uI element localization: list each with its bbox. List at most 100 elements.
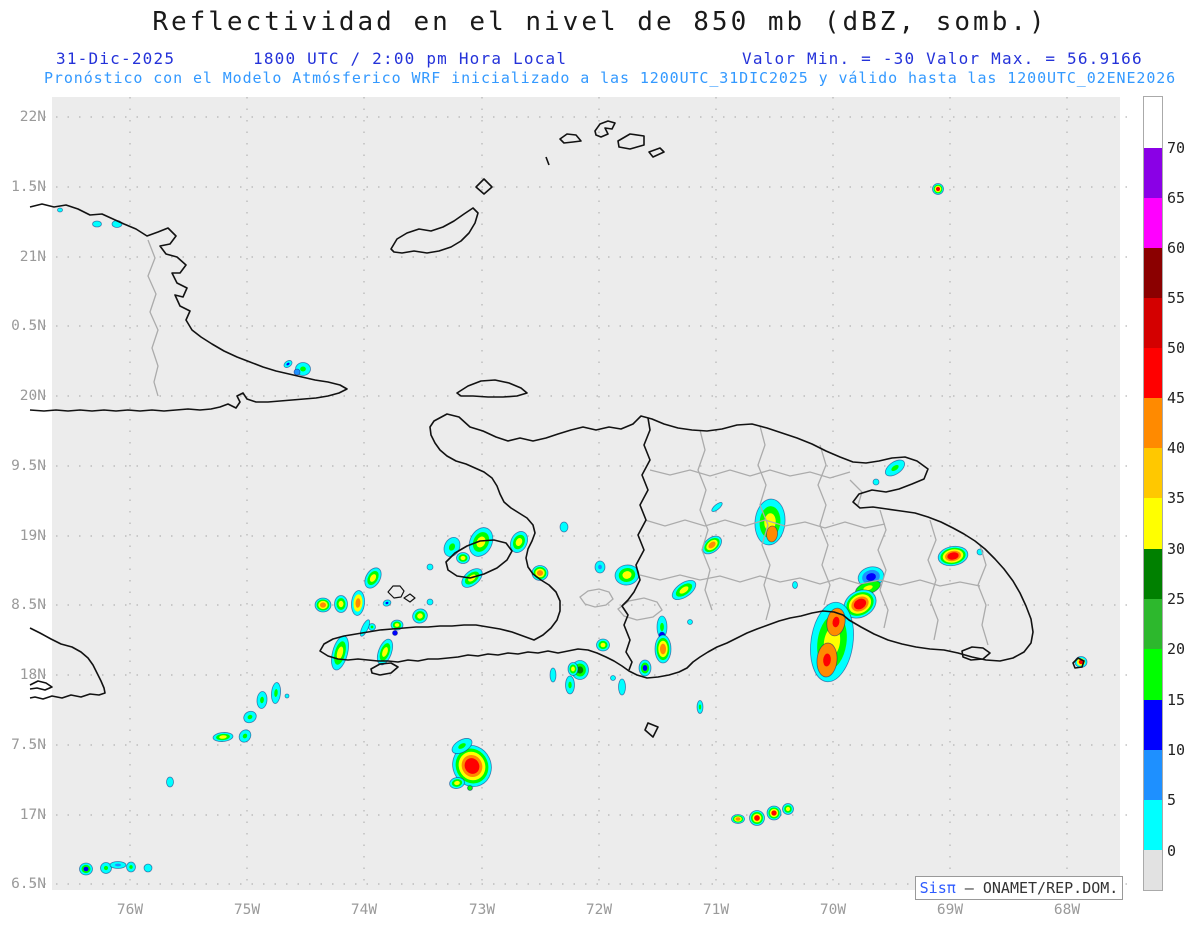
radar-cell-ring <box>559 521 569 533</box>
radar-cell-ring <box>300 366 306 372</box>
radar-cell-ring <box>568 681 572 689</box>
radar-cell-ring <box>286 362 290 366</box>
radar-cell <box>687 619 693 625</box>
radar-cell <box>656 615 668 639</box>
branding-sis: Sis <box>919 879 947 897</box>
model-domain-background <box>52 97 1120 890</box>
radar-cell <box>567 662 579 676</box>
radar-cell <box>618 678 626 696</box>
radar-cell-ring <box>679 586 689 594</box>
island-sliver <box>648 147 665 158</box>
y-tick-label: 8.5N <box>11 597 46 613</box>
coast-jamaica-spit <box>29 680 53 691</box>
y-tick-label: 17N <box>19 807 46 823</box>
colorbar-tick-label: 55 <box>1167 289 1186 307</box>
radar-cell <box>468 527 494 557</box>
radar-cell-ring <box>464 758 480 774</box>
radar-cell-ring <box>336 646 344 660</box>
radar-cell <box>284 693 290 699</box>
radar-cell <box>792 581 798 589</box>
island-beata <box>644 722 659 738</box>
radar-cell <box>696 700 704 714</box>
colorbar-segment <box>1144 498 1162 549</box>
colorbar-tick-label: 5 <box>1167 791 1177 809</box>
radar-cell <box>452 744 492 788</box>
colorbar-segment <box>1144 298 1162 348</box>
radar-cell <box>932 183 944 195</box>
radar-cell <box>238 729 252 743</box>
radar-cell-ring <box>467 785 473 791</box>
radar-cell-ring <box>935 186 941 192</box>
border-haiti-dr <box>621 417 651 671</box>
radar-cell-ring <box>866 573 876 581</box>
radar-cell-ring <box>711 502 723 512</box>
radar-cell <box>334 595 348 613</box>
radar-cell-ring <box>698 704 702 710</box>
colorbar-segment <box>1144 398 1162 448</box>
radar-cell-ring <box>853 598 867 610</box>
coast-cuba <box>29 203 348 412</box>
colorbar-segment <box>1144 248 1162 298</box>
radar-cell <box>390 619 404 631</box>
radar-cell-ring <box>687 619 693 625</box>
branding-box: Sisπ – ONAMET/REP.DOM. <box>915 876 1123 900</box>
radar-cell <box>654 634 672 664</box>
radar-cell <box>426 598 434 606</box>
branding-onamet: – ONAMET/REP.DOM. <box>955 879 1119 897</box>
radar-cell-ring <box>293 368 301 376</box>
radar-cell <box>549 667 557 683</box>
radar-cell-ring <box>610 675 616 681</box>
radar-cell-ring <box>114 863 122 867</box>
radar-cell-ring <box>166 776 174 788</box>
radar-cell <box>451 738 473 754</box>
radar-cell-ring <box>771 810 777 816</box>
radar-cell <box>614 564 640 586</box>
radar-cell <box>243 710 257 724</box>
x-tick-label: 71W <box>702 902 730 918</box>
radar-cell-ring <box>385 601 389 605</box>
radar-cell <box>57 207 63 213</box>
colorbar-segment <box>1144 348 1162 398</box>
radar-cell <box>816 642 838 678</box>
radar-cell <box>293 368 301 376</box>
radar-cell-ring <box>460 555 466 561</box>
colorbar-segment <box>1144 198 1162 248</box>
radar-cell-ring <box>708 541 716 549</box>
radar-cell <box>92 220 102 228</box>
radar-cell-ring <box>355 598 361 608</box>
radar-cell-ring <box>392 630 398 636</box>
y-tick-label: 20N <box>19 388 46 404</box>
colorbar-segment <box>1144 448 1162 498</box>
radar-cell-ring <box>260 696 264 704</box>
radar-cell <box>782 803 794 815</box>
colorbar-segment <box>1144 148 1162 198</box>
radar-cell-ring <box>247 714 253 720</box>
radar-cell <box>766 805 782 821</box>
radar-cell <box>143 863 153 873</box>
colorbar-segment <box>1144 549 1162 599</box>
radar-cell-ring <box>382 647 388 657</box>
radar-cell-ring <box>92 220 102 228</box>
radar-cell <box>212 732 234 742</box>
colorbar-segment <box>1144 850 1162 890</box>
y-tick-label: 9.5N <box>11 458 46 474</box>
radar-cell <box>843 589 877 619</box>
radar-cell-ring <box>417 613 423 619</box>
radar-cell-ring <box>622 571 632 579</box>
radar-cell-ring <box>83 866 89 872</box>
radar-cell <box>565 675 575 695</box>
colorbar-tick-label: 70 <box>1167 139 1186 157</box>
radar-cell-ring <box>571 666 575 672</box>
radar-cell <box>638 659 652 677</box>
radar-cell-ring <box>426 598 434 606</box>
radar-cell <box>314 597 332 613</box>
colorbar-tick-label: 65 <box>1167 189 1186 207</box>
radar-cell-ring <box>891 464 899 472</box>
radar-cell <box>884 459 906 477</box>
radar-cell-ring <box>448 543 456 551</box>
colorbar-tick-label: 60 <box>1167 239 1186 257</box>
radar-cell <box>412 608 428 624</box>
radar-cell <box>731 814 745 824</box>
